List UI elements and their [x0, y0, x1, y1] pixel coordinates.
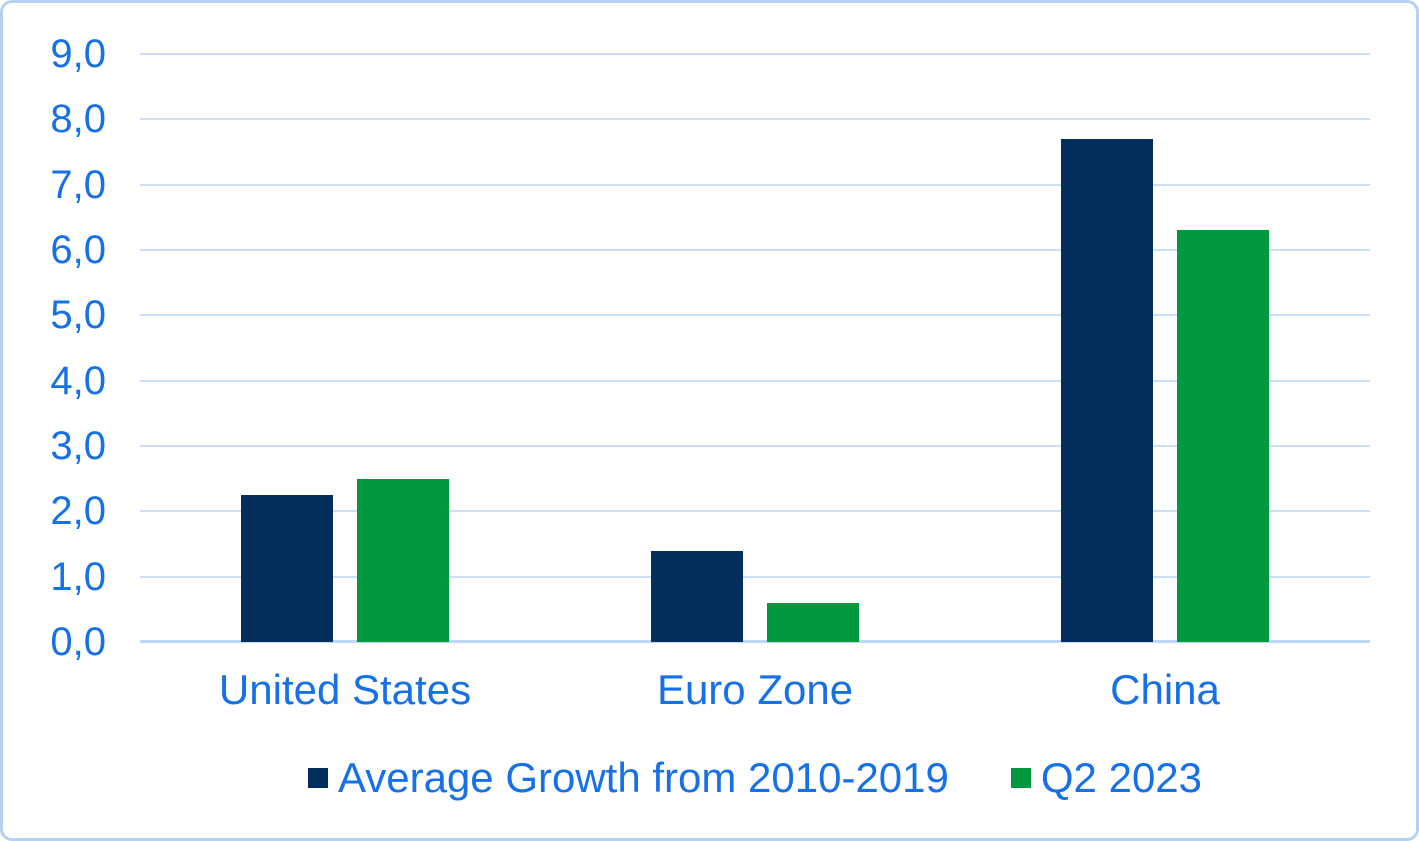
- legend-item-series-0: Average Growth from 2010-2019: [307, 754, 949, 801]
- gridline-y-7: [140, 183, 1370, 186]
- gridline-y-6: [140, 249, 1370, 251]
- legend-label-series-0: Average Growth from 2010-2019: [337, 754, 949, 801]
- gridline-y-4: [140, 379, 1370, 382]
- y-tick-label-9: 9,0: [50, 32, 106, 76]
- y-tick-label-8: 8,0: [50, 97, 106, 142]
- gridline-y-2: [140, 510, 1370, 513]
- legend-item-series-1: Q2 2023: [1010, 754, 1203, 801]
- y-tick-label-0: 0,0: [50, 620, 106, 664]
- y-tick-label-3: 3,0: [50, 424, 106, 468]
- gridline-y-1: [140, 575, 1370, 578]
- gridline-y-3: [140, 445, 1370, 447]
- gridline-y-5: [140, 314, 1370, 317]
- legend-swatch-green: [1010, 768, 1031, 788]
- x-label-euro-zone: Euro Zone: [656, 666, 854, 713]
- x-label-united-states: United States: [218, 666, 472, 713]
- y-tick-label-4: 4,0: [50, 358, 106, 403]
- bar-united-states-series-1: [357, 478, 449, 642]
- bar-euro-zone-series-0: [651, 550, 743, 642]
- y-tick-label-5: 5,0: [50, 293, 106, 338]
- legend-swatch-navy: [307, 768, 328, 788]
- bar-euro-zone-series-1: [767, 602, 859, 642]
- x-axis-line: [140, 640, 1370, 643]
- x-label-china: China: [1110, 666, 1220, 713]
- y-tick-label-7: 7,0: [50, 162, 106, 207]
- bar-china-series-0: [1061, 138, 1153, 642]
- y-tick-label-6: 6,0: [50, 228, 106, 272]
- legend-label-series-1: Q2 2023: [1040, 754, 1203, 801]
- bar-united-states-series-0: [241, 495, 333, 642]
- gridline-y-8: [140, 118, 1370, 121]
- bar-china-series-1: [1177, 230, 1269, 642]
- y-tick-label-1: 1,0: [50, 554, 106, 599]
- chart-legend: Average Growth from 2010-2019 Q2 2023: [140, 755, 1370, 801]
- gridline-y-9: [140, 53, 1370, 55]
- y-tick-label-2: 2,0: [50, 489, 106, 534]
